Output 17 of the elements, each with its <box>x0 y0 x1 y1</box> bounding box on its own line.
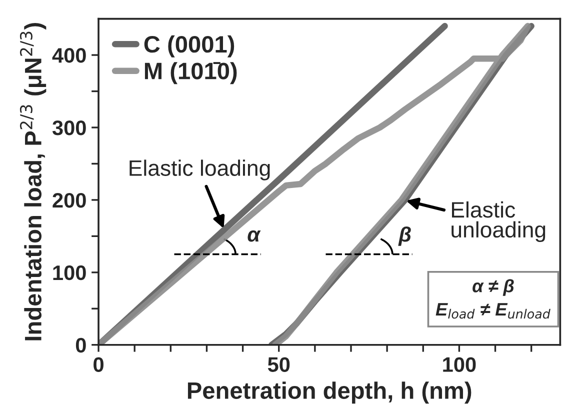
x-axis-title: Penetration depth, h (nm) <box>188 382 472 404</box>
annotation: α <box>248 230 261 242</box>
legend-label: M (101̄0) <box>144 62 237 84</box>
y-tick-label: 100 <box>53 265 86 280</box>
text: α ≠ β E$_{load}$ ≠ E$_{unload}$ <box>436 279 550 319</box>
y-tick-label: 300 <box>52 120 86 136</box>
y-axis-title: Indentation load, P$^{2/3}$ (μN$^{2/3}$) <box>20 23 46 340</box>
annotation: Elastic unloading <box>452 201 546 242</box>
x-tick-label: 50 <box>268 357 290 372</box>
x-tick-label: 0 <box>94 357 104 372</box>
x-tick-label: 100 <box>443 357 476 372</box>
legend-label: C (0001) <box>144 35 234 58</box>
y-tick-label: 200 <box>52 192 86 208</box>
annotation: Elastic loading <box>130 160 270 180</box>
y-tick-label: 400 <box>52 48 86 63</box>
annotation: β <box>398 226 411 246</box>
y-tick-label: 0 <box>76 338 86 353</box>
